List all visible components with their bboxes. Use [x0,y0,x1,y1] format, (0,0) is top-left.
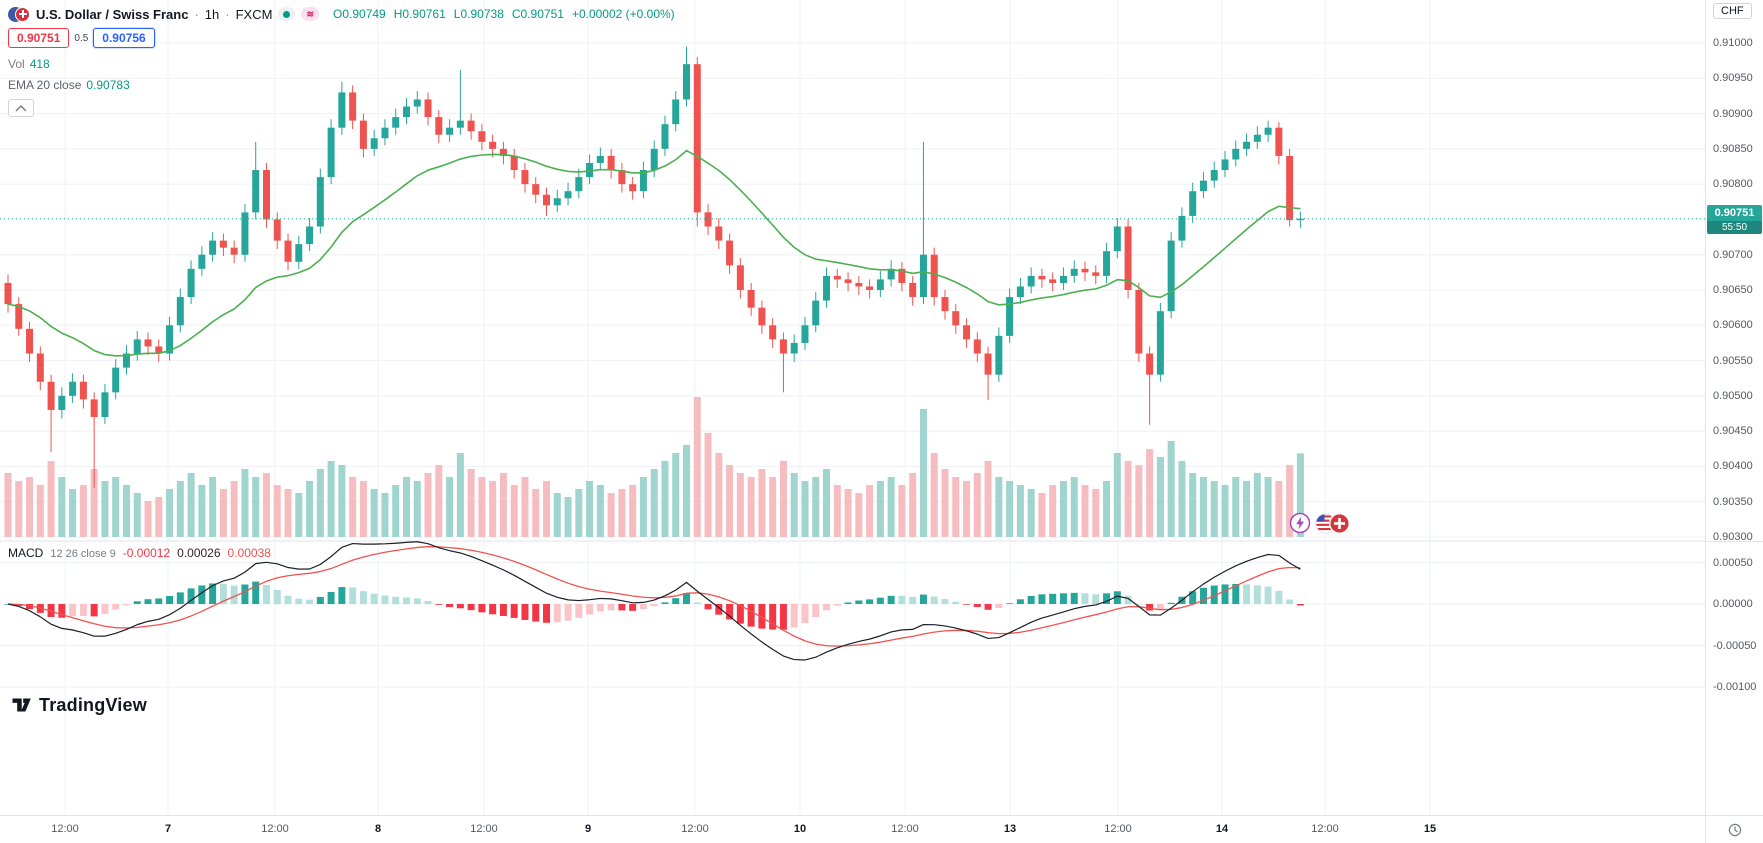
macd-line-layer [7,541,1301,661]
instrument-flags [1315,512,1350,534]
price-tick-label: 0.90850 [1713,142,1753,155]
time-tick-label: 12:00 [470,823,498,835]
change-value: +0.00002 (+0.00%) [571,7,675,21]
open-value: 0.90749 [342,7,386,21]
chart-corner-icons [1289,512,1350,534]
time-tick-label: 12:00 [681,823,709,835]
time-tick-label: 12:00 [891,823,919,835]
axis-corner[interactable] [1705,815,1763,843]
time-tick-label: 12:00 [261,823,289,835]
bid-ask-row: 0.90751 0.5 0.90756 [8,28,675,48]
flash-alert-icon[interactable] [1289,512,1311,534]
ema-value: 0.90783 [86,78,130,92]
time-tick-label: 7 [164,823,172,835]
time-tick-label: 8 [374,823,382,835]
price-tick-label: 0.90950 [1713,72,1753,85]
macd-legend[interactable]: MACD 12 26 close 9 -0.00012 0.00026 0.00… [8,546,271,560]
low-label: L [453,7,461,21]
candles-layer [4,46,1304,488]
price-tick-label: 0.90650 [1713,284,1753,296]
tradingview-brand[interactable]: TradingView [10,694,147,716]
time-tick-label: 14 [1215,823,1229,835]
time-tick-label: 15 [1423,823,1437,835]
currency-unit-button[interactable]: CHF [1713,3,1752,19]
price-tick-label: 0.90600 [1713,319,1753,332]
price-tick-label: 0.90350 [1713,495,1753,508]
macd-signal-value: 0.00038 [227,546,271,560]
macd-params: 12 26 close 9 [50,548,116,560]
price-axis[interactable]: CHF 0.91000 0.90950 0.90900 0.90850 0.90800 0… [1705,0,1763,815]
exchange-label[interactable]: FXCM [235,6,273,22]
macd-tick-label: 0.00000 [1713,598,1753,610]
pane-separator[interactable] [1706,541,1763,542]
volume-value: 418 [29,57,50,71]
ohlc-readout: O0.90749 H0.90761 L0.90738 C0.90751 +0.0… [333,7,675,21]
bar-countdown: 55:50 [1707,221,1762,234]
price-tick-label: 0.90550 [1713,354,1753,367]
macd-title: MACD [8,546,44,560]
price-tick-label: 0.90500 [1713,389,1753,402]
time-tick-label: 12:00 [1104,823,1132,835]
chevron-up-icon [15,104,27,111]
collapse-indicators-button[interactable] [8,99,34,117]
grid-layer [0,0,1705,815]
time-tick-label: 13 [1003,823,1017,835]
timezone-clock-icon [1728,823,1742,837]
price-tick-label: 0.90450 [1713,425,1753,438]
separator-dot: · [225,6,230,22]
macd-tick-label: -0.00100 [1713,681,1757,693]
time-tick-label: 12:00 [51,823,79,835]
green-dot-icon [283,10,291,18]
price-tick-label: 0.90900 [1713,107,1753,120]
brand-name: TradingView [39,694,147,715]
high-label: H [393,7,403,21]
interval-button[interactable]: 1h [204,6,220,22]
macd-signal-layer [7,546,1301,647]
macd-tick-label: 0.00050 [1713,556,1753,569]
symbol-title-row: U.S. Dollar / Swiss Franc · 1h · FXCM ≋ … [8,4,675,24]
macd-line-value: 0.00026 [177,546,221,560]
volume-legend[interactable]: Vol 418 [8,57,675,71]
ema-legend[interactable]: EMA 20 close 0.90783 [8,78,675,92]
price-tick-label: 0.90700 [1713,248,1753,261]
macd-tick-label: -0.00050 [1713,639,1757,652]
close-label: C [511,7,521,21]
time-tick-label: 9 [584,823,592,835]
swiss-flag-icon[interactable] [1329,512,1350,534]
tradingview-logo-icon [12,698,31,712]
macd-histogram-value: -0.00012 [122,546,171,560]
open-label: O [333,7,343,21]
symbol-title[interactable]: U.S. Dollar / Swiss Franc [36,6,189,22]
price-tick-label: 0.90800 [1713,178,1753,191]
volume-layer [4,397,1304,537]
macd-histogram-layer [4,581,1304,630]
price-tick-label: 0.90300 [1713,531,1753,543]
buy-price-button[interactable]: 0.90756 [93,28,155,48]
ema-layer [7,149,1301,357]
close-value: 0.90751 [520,7,564,21]
high-value: 0.90761 [402,7,446,21]
currency-pair-icon [8,6,30,22]
time-tick-label: 12:00 [1311,823,1339,835]
current-price-badge: 0.90751 55:50 [1707,205,1762,234]
spread-value: 0.5 [74,32,89,44]
sell-price-button[interactable]: 0.90751 [8,28,70,48]
ema-label: EMA 20 close [8,78,82,92]
volume-label: Vol [8,57,25,71]
time-axis[interactable]: 12:00 7 12:00 8 12:00 9 12:00 10 12:00 13 12:00 14 1… [0,815,1705,843]
price-chart-canvas[interactable] [0,0,1705,815]
price-tick-label: 0.90400 [1713,460,1753,473]
low-value: 0.90738 [460,7,504,21]
price-tick-label: 0.91000 [1713,37,1753,49]
symbol-legend: U.S. Dollar / Swiss Franc · 1h · FXCM ≋ … [8,4,675,117]
market-open-status-icon[interactable] [278,7,296,21]
last-price-value: 0.90751 [1707,205,1762,221]
delayed-data-icon[interactable]: ≋ [301,7,319,21]
separator-dot: · [194,6,199,22]
time-tick-label: 10 [793,823,807,835]
